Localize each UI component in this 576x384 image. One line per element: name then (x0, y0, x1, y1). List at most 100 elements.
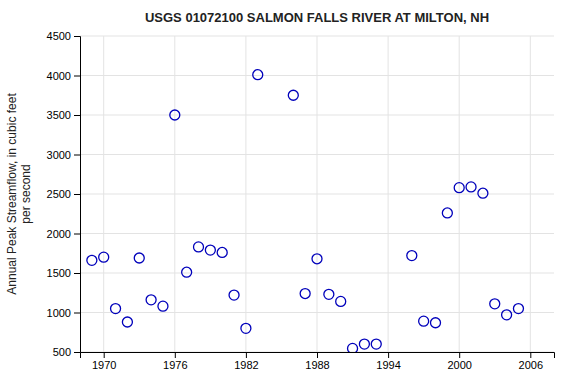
y-tick-mark (74, 273, 80, 274)
point (312, 254, 322, 264)
y-tick: 3500 (47, 109, 80, 121)
points (87, 70, 524, 352)
point (324, 289, 334, 299)
chart: 1970 1976 1982 1988 1994 2000 2006 500 1000 1500 2… (0, 0, 576, 384)
x-tick: 1970 (92, 352, 116, 371)
grid-line (80, 233, 554, 234)
x-tick-label: 1976 (163, 359, 187, 371)
point (359, 339, 369, 349)
point (229, 290, 239, 300)
point (170, 110, 180, 120)
y-tick: 500 (53, 346, 80, 358)
grid-line (80, 154, 554, 155)
point (122, 317, 132, 327)
y-tick: 1500 (47, 267, 80, 279)
x-tick-label: 1994 (376, 359, 400, 371)
y-tick-mark (74, 115, 80, 116)
y-tick-label: 2500 (47, 188, 71, 200)
y-tick-mark (74, 234, 80, 235)
x-axis-line (81, 353, 555, 359)
y-axis-title: Annual Peak Streamflow, in cubic feetper… (5, 93, 33, 295)
x-tick-label: 2006 (519, 359, 543, 371)
x-tick-mark (175, 352, 176, 358)
x-tick-mark (530, 352, 531, 358)
y-tick-label: 3500 (47, 109, 71, 121)
point (241, 323, 251, 333)
point (466, 182, 476, 192)
grid-line (80, 36, 554, 37)
x-tick-mark (459, 352, 460, 358)
x-tick: 2000 (447, 352, 471, 371)
point (253, 70, 263, 80)
y-tick-mark (74, 313, 80, 314)
y-tick-label: 1000 (47, 307, 71, 319)
y-tick-label: 500 (53, 346, 71, 358)
x-tick-label: 2000 (447, 359, 471, 371)
y-tick-label: 3000 (47, 149, 71, 161)
x-tick: 1982 (234, 352, 258, 371)
x-tick: 1988 (305, 352, 329, 371)
point (502, 310, 512, 320)
point (146, 295, 156, 305)
point (217, 247, 227, 257)
y-tick-mark (74, 352, 80, 353)
y-tick: 1000 (47, 307, 80, 319)
point (336, 296, 346, 306)
grid-line (80, 194, 554, 195)
point (288, 90, 298, 100)
point (158, 301, 168, 311)
point (490, 299, 500, 309)
point (194, 242, 204, 252)
y-tick-mark (74, 76, 80, 77)
title: USGS 01072100 SALMON FALLS RIVER AT MILT… (145, 10, 489, 25)
y-axis-title-line: per second (19, 164, 33, 223)
grid-line (80, 312, 554, 313)
point (478, 188, 488, 198)
x-tick-mark (246, 352, 247, 358)
x-tick-mark (104, 352, 105, 358)
y-tick: 4000 (47, 70, 80, 82)
grid-line (80, 273, 554, 274)
x-tick: 1976 (163, 352, 187, 371)
x-tick-label: 1988 (305, 359, 329, 371)
y-tick: 2500 (47, 188, 80, 200)
plot: 1970 1976 1982 1988 1994 2000 2006 500 1000 1500 2… (47, 30, 555, 371)
x-tick: 2006 (519, 352, 543, 371)
y-tick-label: 2000 (47, 228, 71, 240)
y-tick-mark (74, 155, 80, 156)
point (99, 252, 109, 262)
point (454, 183, 464, 193)
y-axis: 500 1000 1500 2000 2500 3000 3500 4000 4500 (47, 30, 81, 358)
grid (80, 36, 554, 352)
x-tick-mark (317, 352, 318, 358)
x-tick-label: 1982 (234, 359, 258, 371)
y-tick: 3000 (47, 149, 80, 161)
point (205, 245, 215, 255)
y-tick-label: 4500 (47, 30, 71, 42)
y-tick-mark (74, 194, 80, 195)
y-tick-mark (74, 36, 80, 37)
x-tick-label: 1970 (92, 359, 116, 371)
point (407, 251, 417, 261)
x-tick: 1994 (376, 352, 400, 371)
point (182, 267, 192, 277)
y-tick: 4500 (47, 30, 80, 42)
point (300, 289, 310, 299)
point (419, 316, 429, 326)
point (134, 253, 144, 263)
x-axis: 1970 1976 1982 1988 1994 2000 2006 (81, 352, 555, 371)
point (348, 343, 358, 352)
point (431, 318, 441, 328)
y-tick-label: 1500 (47, 267, 71, 279)
point (442, 208, 452, 218)
x-tick-mark (388, 352, 389, 358)
y-axis-title-line: Annual Peak Streamflow, in cubic feet (5, 93, 19, 295)
grid-line (80, 75, 554, 76)
point (371, 339, 381, 349)
point (111, 304, 121, 314)
point (87, 255, 97, 265)
y-tick: 2000 (47, 228, 80, 240)
grid-line (80, 115, 554, 116)
y-tick-label: 4000 (47, 70, 71, 82)
y-axis-line (74, 37, 81, 353)
